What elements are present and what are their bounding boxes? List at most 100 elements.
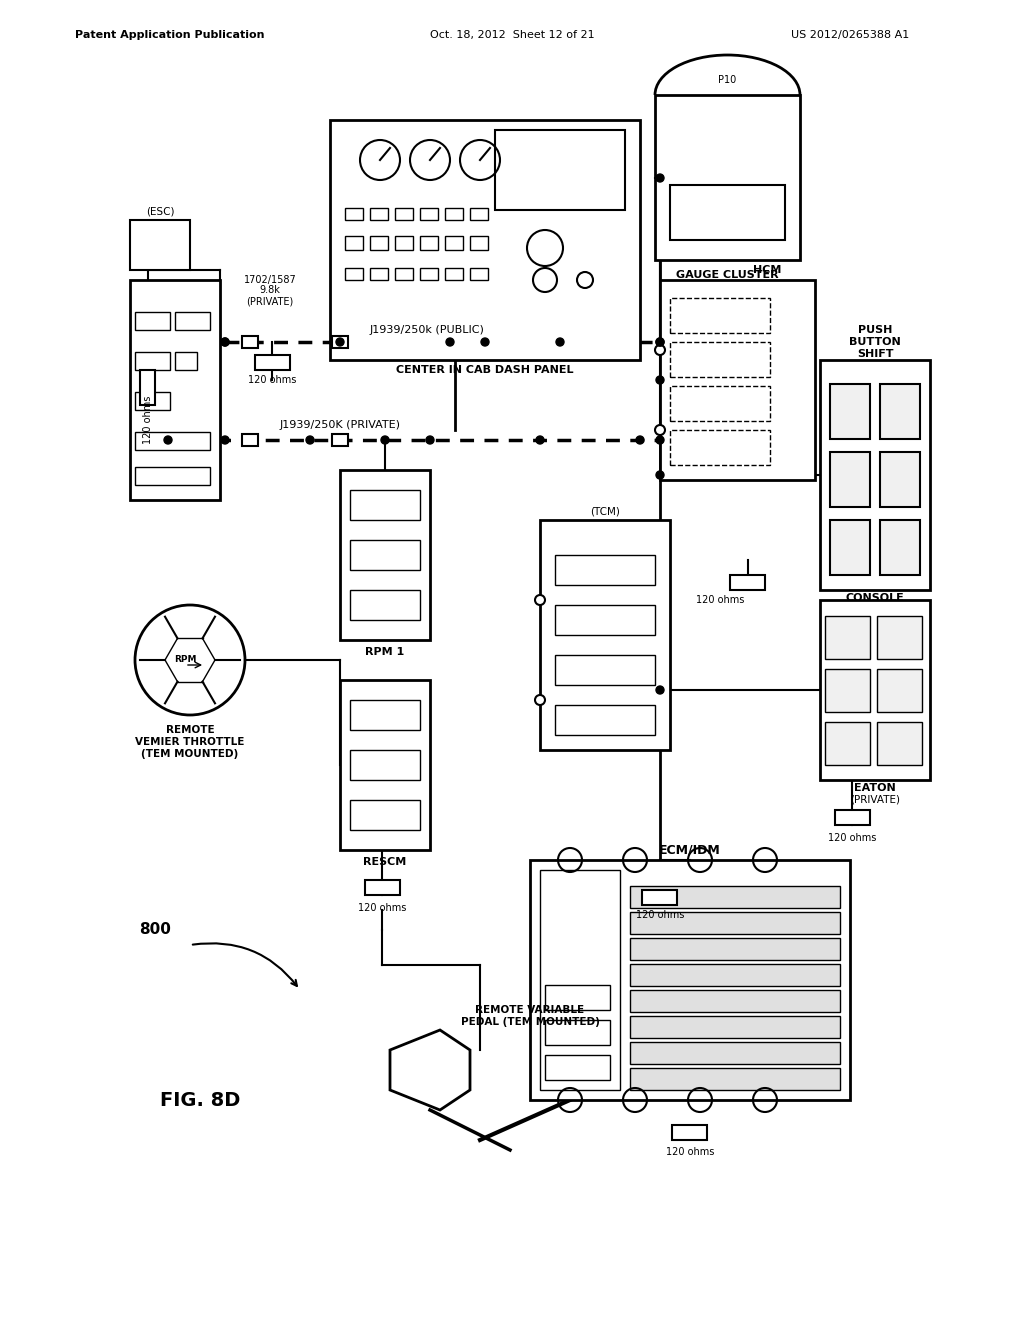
FancyBboxPatch shape bbox=[630, 964, 840, 986]
FancyBboxPatch shape bbox=[730, 576, 765, 590]
Text: RPM: RPM bbox=[174, 656, 197, 664]
FancyBboxPatch shape bbox=[672, 1125, 707, 1140]
FancyBboxPatch shape bbox=[420, 209, 438, 220]
FancyBboxPatch shape bbox=[340, 470, 430, 640]
Circle shape bbox=[636, 436, 644, 444]
FancyBboxPatch shape bbox=[350, 590, 420, 620]
Text: GAUGE CLUSTER: GAUGE CLUSTER bbox=[676, 271, 779, 280]
Circle shape bbox=[655, 345, 665, 355]
Circle shape bbox=[656, 471, 664, 479]
FancyBboxPatch shape bbox=[555, 705, 655, 735]
FancyBboxPatch shape bbox=[820, 601, 930, 780]
FancyBboxPatch shape bbox=[350, 800, 420, 830]
Text: RPM 1: RPM 1 bbox=[366, 647, 404, 657]
FancyBboxPatch shape bbox=[555, 605, 655, 635]
Text: BUTTON: BUTTON bbox=[849, 337, 901, 347]
FancyBboxPatch shape bbox=[345, 268, 362, 280]
FancyBboxPatch shape bbox=[825, 616, 870, 659]
FancyBboxPatch shape bbox=[670, 430, 770, 465]
FancyBboxPatch shape bbox=[642, 890, 677, 906]
FancyBboxPatch shape bbox=[835, 810, 870, 825]
FancyBboxPatch shape bbox=[495, 129, 625, 210]
Text: (PRIVATE): (PRIVATE) bbox=[247, 296, 294, 306]
FancyBboxPatch shape bbox=[332, 337, 348, 348]
Text: ECM/IDM: ECM/IDM bbox=[659, 843, 721, 857]
Text: 120 ohms: 120 ohms bbox=[636, 909, 684, 920]
FancyBboxPatch shape bbox=[877, 722, 922, 766]
FancyBboxPatch shape bbox=[370, 209, 388, 220]
FancyBboxPatch shape bbox=[470, 209, 488, 220]
Circle shape bbox=[481, 338, 489, 346]
FancyBboxPatch shape bbox=[660, 280, 815, 480]
FancyBboxPatch shape bbox=[670, 385, 770, 421]
FancyBboxPatch shape bbox=[350, 700, 420, 730]
Text: HCM: HCM bbox=[754, 265, 781, 275]
FancyBboxPatch shape bbox=[370, 236, 388, 249]
Text: 120 ohms: 120 ohms bbox=[827, 833, 877, 843]
Text: FIG. 8D: FIG. 8D bbox=[160, 1090, 241, 1110]
Circle shape bbox=[656, 436, 664, 444]
Circle shape bbox=[381, 436, 389, 444]
Text: 120 ohms: 120 ohms bbox=[143, 396, 153, 445]
FancyBboxPatch shape bbox=[140, 370, 155, 405]
FancyBboxPatch shape bbox=[877, 616, 922, 659]
Text: 120 ohms: 120 ohms bbox=[248, 375, 296, 385]
Circle shape bbox=[426, 436, 434, 444]
FancyBboxPatch shape bbox=[130, 220, 190, 271]
FancyBboxPatch shape bbox=[880, 520, 920, 576]
FancyBboxPatch shape bbox=[330, 120, 640, 360]
FancyBboxPatch shape bbox=[670, 342, 770, 378]
FancyBboxPatch shape bbox=[345, 209, 362, 220]
FancyBboxPatch shape bbox=[545, 1055, 610, 1080]
Circle shape bbox=[556, 338, 564, 346]
FancyBboxPatch shape bbox=[825, 722, 870, 766]
Text: 120 ohms: 120 ohms bbox=[357, 903, 407, 913]
Text: REMOTE: REMOTE bbox=[166, 725, 214, 735]
FancyBboxPatch shape bbox=[540, 520, 670, 750]
FancyBboxPatch shape bbox=[670, 298, 770, 333]
FancyBboxPatch shape bbox=[540, 870, 620, 1090]
Circle shape bbox=[656, 376, 664, 384]
Text: (ESC): (ESC) bbox=[145, 207, 174, 216]
FancyBboxPatch shape bbox=[445, 236, 463, 249]
Text: CONSOLE: CONSOLE bbox=[846, 593, 904, 603]
Circle shape bbox=[536, 436, 544, 444]
FancyBboxPatch shape bbox=[350, 490, 420, 520]
FancyBboxPatch shape bbox=[395, 268, 413, 280]
Text: J1939/250K (PRIVATE): J1939/250K (PRIVATE) bbox=[280, 420, 401, 430]
Text: (TEM MOUNTED): (TEM MOUNTED) bbox=[141, 748, 239, 759]
FancyBboxPatch shape bbox=[630, 1041, 840, 1064]
Text: CENTER IN CAB DASH PANEL: CENTER IN CAB DASH PANEL bbox=[396, 366, 573, 375]
FancyBboxPatch shape bbox=[370, 268, 388, 280]
Text: RESCM: RESCM bbox=[364, 857, 407, 867]
Text: Oct. 18, 2012  Sheet 12 of 21: Oct. 18, 2012 Sheet 12 of 21 bbox=[430, 30, 594, 40]
FancyBboxPatch shape bbox=[630, 912, 840, 935]
FancyBboxPatch shape bbox=[350, 750, 420, 780]
Text: P10: P10 bbox=[719, 75, 736, 84]
FancyBboxPatch shape bbox=[135, 467, 210, 484]
FancyBboxPatch shape bbox=[175, 312, 210, 330]
FancyBboxPatch shape bbox=[365, 880, 400, 895]
Text: REMOTE VARIABLE: REMOTE VARIABLE bbox=[475, 1005, 585, 1015]
FancyBboxPatch shape bbox=[445, 209, 463, 220]
FancyBboxPatch shape bbox=[630, 1068, 840, 1090]
FancyBboxPatch shape bbox=[445, 268, 463, 280]
Text: EATON: EATON bbox=[854, 783, 896, 793]
FancyBboxPatch shape bbox=[555, 655, 655, 685]
Circle shape bbox=[656, 338, 664, 346]
Circle shape bbox=[221, 338, 229, 346]
FancyBboxPatch shape bbox=[350, 540, 420, 570]
FancyBboxPatch shape bbox=[242, 434, 258, 446]
FancyBboxPatch shape bbox=[880, 384, 920, 440]
FancyBboxPatch shape bbox=[395, 236, 413, 249]
FancyBboxPatch shape bbox=[630, 1016, 840, 1038]
FancyBboxPatch shape bbox=[670, 185, 785, 240]
Text: 800: 800 bbox=[139, 923, 171, 937]
FancyBboxPatch shape bbox=[630, 990, 840, 1012]
Text: (PRIVATE): (PRIVATE) bbox=[850, 795, 900, 805]
Circle shape bbox=[535, 696, 545, 705]
FancyBboxPatch shape bbox=[135, 352, 170, 370]
Text: 120 ohms: 120 ohms bbox=[666, 1147, 714, 1158]
Text: (TCM): (TCM) bbox=[590, 507, 620, 517]
FancyBboxPatch shape bbox=[545, 1020, 610, 1045]
